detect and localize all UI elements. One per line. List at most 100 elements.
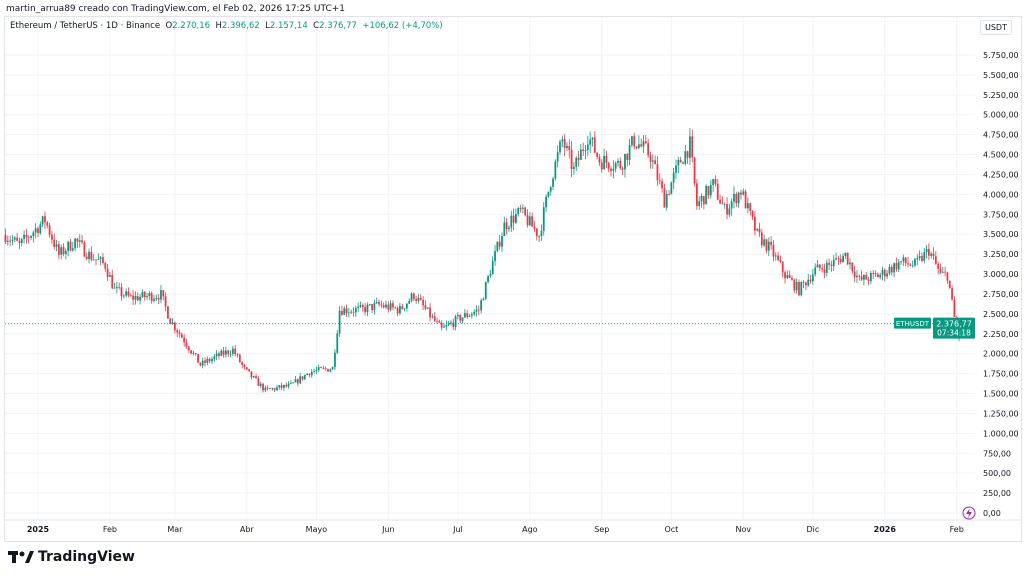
- candle-body: [252, 376, 255, 378]
- candle-body: [545, 196, 547, 208]
- candle-body: [621, 168, 624, 170]
- y-tick-label: 2.250,00: [983, 330, 1019, 339]
- candle-body: [496, 241, 499, 252]
- candle-body: [150, 293, 153, 301]
- candle-body: [129, 295, 132, 297]
- symbol-legend: Ethereum / TetherUS · 1D · Binance O2.27…: [10, 21, 443, 31]
- candle-body: [515, 214, 517, 223]
- candle-body: [670, 182, 673, 195]
- candle-body: [173, 322, 176, 331]
- x-tick-label: Feb: [103, 525, 117, 534]
- candle-body: [303, 374, 306, 380]
- tradingview-logo[interactable]: TradingView: [8, 549, 135, 565]
- lightning-icon-bolt: [966, 508, 972, 518]
- candle-body: [44, 216, 46, 223]
- candle-body: [858, 275, 861, 277]
- candle-body: [236, 354, 239, 355]
- candle-body: [34, 228, 37, 233]
- candle-body: [273, 388, 276, 391]
- candle-body: [818, 264, 821, 269]
- candle-body: [579, 149, 582, 160]
- candle-body: [860, 276, 863, 280]
- candle-body: [823, 269, 826, 273]
- candle-body: [747, 203, 749, 209]
- y-tick-label: 5.000,00: [983, 111, 1019, 120]
- candle-body: [521, 207, 524, 209]
- candle-body: [484, 282, 487, 299]
- candle-body: [503, 222, 506, 237]
- candle-body: [222, 350, 225, 355]
- candle-body: [74, 238, 77, 249]
- candle-body: [387, 304, 390, 310]
- candle-body: [350, 311, 353, 313]
- x-tick-label: Mar: [167, 525, 183, 534]
- candle-body: [702, 196, 705, 205]
- candle-body: [753, 216, 756, 231]
- candle-body: [473, 311, 476, 315]
- candle-body: [220, 350, 223, 356]
- candle-body: [795, 281, 798, 291]
- candle-body: [88, 251, 90, 260]
- candle-body: [245, 367, 248, 370]
- candle-body: [863, 275, 865, 280]
- candle-body: [528, 216, 531, 226]
- candle-body: [849, 262, 851, 265]
- candle-body: [185, 342, 188, 347]
- candle-body: [194, 353, 197, 354]
- candle-body: [554, 161, 557, 179]
- candle-body: [359, 305, 362, 307]
- candle-body: [617, 160, 619, 163]
- candle-body: [155, 298, 158, 299]
- candle-body: [92, 259, 95, 261]
- candle-body: [900, 261, 902, 263]
- candle-body: [81, 240, 83, 243]
- candle-body: [382, 305, 385, 308]
- candle-body: [334, 352, 336, 368]
- candle-body: [635, 146, 638, 148]
- candle-body: [505, 222, 508, 230]
- candle-body: [552, 178, 554, 187]
- currency-unit-button[interactable]: USDT: [980, 20, 1012, 35]
- candle-body: [394, 307, 397, 309]
- candle-body: [341, 310, 343, 315]
- candle-body: [709, 184, 712, 196]
- candle-body: [4, 235, 7, 242]
- lightning-icon[interactable]: [962, 506, 976, 520]
- candle-body: [364, 307, 367, 313]
- candle-body: [71, 248, 74, 251]
- candle-body: [269, 388, 271, 389]
- chart-frame[interactable]: [4, 16, 1022, 542]
- candle-body: [127, 291, 130, 296]
- candle-body: [830, 264, 833, 267]
- candle-body: [856, 275, 858, 278]
- candle-body: [566, 145, 568, 148]
- candle-body: [459, 315, 462, 321]
- y-tick-label: 2.000,00: [983, 350, 1019, 359]
- candle-body: [693, 157, 696, 184]
- candle-body: [164, 296, 167, 307]
- candle-body: [765, 239, 768, 251]
- candle-body: [143, 291, 146, 298]
- candle-body: [705, 186, 708, 205]
- y-tick-label: 1.750,00: [983, 370, 1019, 379]
- candle-body: [215, 353, 218, 357]
- candle-body: [654, 160, 657, 165]
- symbol-tag-label: ETHUSDT: [896, 320, 930, 328]
- candle-body: [23, 234, 25, 239]
- candle-body: [378, 301, 380, 305]
- candle-body: [289, 382, 292, 384]
- candle-body: [637, 144, 640, 148]
- candle-body: [11, 239, 14, 241]
- candle-body: [721, 203, 724, 205]
- candle-body: [187, 346, 190, 351]
- candle-body: [890, 267, 893, 273]
- candle-body: [939, 268, 942, 273]
- candle-body: [624, 153, 626, 170]
- candle-body: [853, 271, 856, 278]
- candle-body: [865, 275, 868, 280]
- candle-body: [452, 322, 455, 327]
- candle-body: [457, 315, 459, 317]
- candle-body: [656, 164, 659, 181]
- candle-body: [809, 279, 812, 282]
